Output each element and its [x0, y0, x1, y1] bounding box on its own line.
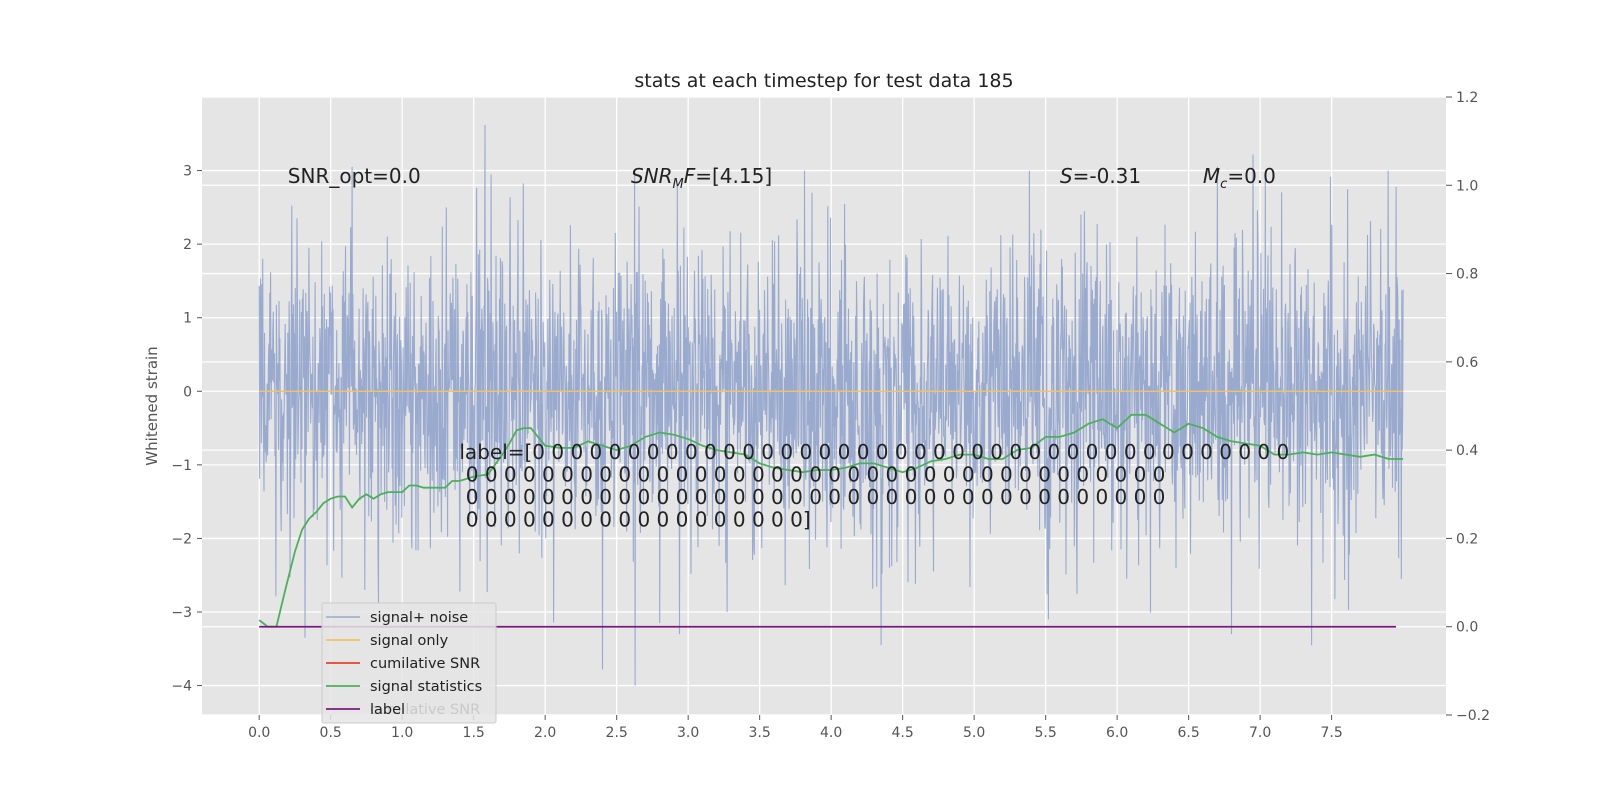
y-tick-label: −3	[171, 605, 192, 621]
y-tick-label: −1	[171, 458, 192, 474]
annotation-stat-s: S=-0.31	[1060, 164, 1141, 188]
label-array-text: label=[0 0 0 0 0 0 0 0 0 0 0 0 0 0 0 0 0…	[459, 440, 1289, 532]
annotation-snr-mf: SNRMF=[4.15]	[631, 164, 772, 192]
y-axis-label: Whitened strain	[143, 346, 161, 465]
x-tick-label: 3.0	[677, 725, 699, 741]
legend-entry: label	[370, 702, 405, 718]
x-tick-label: 2.0	[534, 725, 556, 741]
y2-tick-label: 0.6	[1456, 355, 1478, 371]
y-tick-label: 0	[183, 384, 192, 400]
y-tick-label: 2	[183, 237, 192, 253]
x-tick-label: 5.5	[1034, 725, 1056, 741]
x-tick-label: 5.0	[963, 725, 985, 741]
legend-entry: signal+ noise	[370, 610, 468, 626]
y-tick-label: −4	[171, 679, 192, 695]
y2-tick-label: 0.8	[1456, 267, 1478, 283]
legend-box	[321, 602, 497, 724]
y2-tick-label: 0.2	[1456, 531, 1478, 547]
y-tick-label: 1	[183, 311, 192, 327]
annotation-snr-opt: SNR_opt=0.0	[288, 164, 421, 188]
legend-entry: signal statistics	[370, 679, 482, 695]
annotations: SNR_opt=0.0 SNRMF=[4.15] S=-0.31 Mc=0.0	[288, 164, 1276, 192]
y2-tick-label: 0.0	[1456, 620, 1478, 636]
x-tick-label: 0.5	[320, 725, 342, 741]
y-tick-label: −2	[171, 531, 192, 547]
annotation-mass-c: Mc=0.0	[1203, 164, 1276, 192]
label-array-line: 0 0 0 0 0 0 0 0 0 0 0 0 0 0 0 0 0 0]	[459, 507, 810, 531]
x-tick-label: 7.0	[1249, 725, 1271, 741]
series-signal-noise	[258, 124, 1404, 686]
x-tick-label: 4.0	[820, 725, 842, 741]
chart-title: stats at each timestep for test data 185	[634, 70, 1013, 92]
y2-tick-label: −0.2	[1456, 708, 1490, 724]
x-tick-label: 4.5	[892, 725, 914, 741]
y2-tick-label: 0.4	[1456, 443, 1478, 459]
x-tick-label: 7.5	[1320, 725, 1342, 741]
x-tick-label: 6.0	[1106, 725, 1128, 741]
x-tick-label: 2.5	[606, 725, 628, 741]
y-tick-label: 3	[183, 164, 192, 180]
legend-entry: signal only	[370, 633, 449, 649]
x-tick-label: 1.0	[391, 725, 413, 741]
legend: signal+ noise signal only cumilative SNR si…	[321, 602, 497, 724]
x-tick-label: 6.5	[1177, 725, 1199, 741]
legend-entry: cumilative SNR	[370, 656, 480, 672]
label-array-line: label=[0 0 0 0 0 0 0 0 0 0 0 0 0 0 0 0 0…	[459, 440, 1289, 464]
label-array-line: 0 0 0 0 0 0 0 0 0 0 0 0 0 0 0 0 0 0 0 0 …	[459, 462, 1165, 486]
series-signal-statistics	[258, 413, 1404, 628]
x-tick-label: 0.0	[248, 725, 270, 741]
x-tick-label: 1.5	[463, 725, 485, 741]
x-tick-label: 3.5	[749, 725, 771, 741]
y2-tick-label: 1.2	[1456, 90, 1478, 106]
label-array-line: 0 0 0 0 0 0 0 0 0 0 0 0 0 0 0 0 0 0 0 0 …	[459, 485, 1165, 509]
axes: 0.0 0.5 1.0 1.5 2.0 2.5 3.0 3.5 4.0 4.5 5.0 5.5 6.0 6…	[171, 90, 1490, 741]
y2-tick-label: 1.0	[1456, 178, 1478, 194]
legend-ghost-text: cumilative SNR	[370, 702, 480, 718]
